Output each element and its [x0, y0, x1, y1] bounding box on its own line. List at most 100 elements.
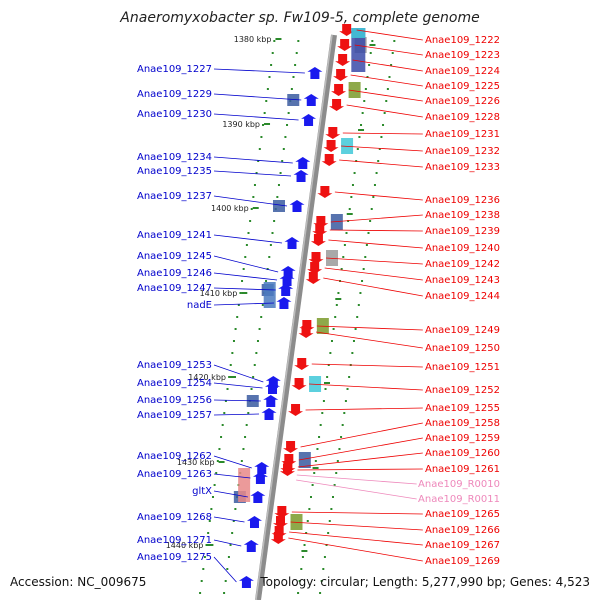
track-dot — [226, 568, 229, 570]
rna-gene-label[interactable]: Anae109_R0011 — [418, 494, 500, 505]
kbp-mark: 1380 kbp — [234, 35, 376, 46]
track-dot — [271, 52, 274, 54]
track-dot — [380, 136, 383, 138]
track-dot — [364, 256, 367, 258]
gene-label-plus[interactable]: Anae109_1250 — [425, 343, 500, 354]
track-dot — [370, 208, 373, 210]
kbp-label: 1440 kbp — [166, 541, 204, 550]
gene-label-plus[interactable]: Anae109_1231 — [425, 129, 500, 140]
gene-label-plus[interactable]: Anae109_1226 — [425, 96, 500, 107]
track-dot — [268, 256, 271, 258]
leader-line — [213, 364, 264, 383]
gene-label-plus[interactable]: Anae109_1255 — [425, 403, 500, 414]
track-dot — [361, 280, 364, 282]
gene-label-plus[interactable]: Anae109_1232 — [425, 146, 500, 157]
gene-label-minus[interactable]: Anae109_1275 — [137, 552, 212, 563]
track-dot — [308, 508, 311, 510]
track-dot — [268, 76, 271, 78]
gene-label-plus[interactable]: Anae109_1225 — [425, 81, 500, 92]
track-dot — [356, 316, 359, 318]
gene-label-minus[interactable]: Anae109_1237 — [137, 191, 212, 202]
track-dot — [393, 40, 396, 42]
gene-label-minus[interactable]: Anae109_1230 — [137, 109, 212, 120]
gene-label-plus[interactable]: Anae109_1258 — [425, 418, 500, 429]
track-dot — [319, 592, 322, 594]
track-dot — [270, 64, 273, 66]
gene-label-plus[interactable]: Anae109_1260 — [425, 448, 500, 459]
gene-label-minus[interactable]: Anae109_1256 — [137, 395, 212, 406]
gene-label-minus[interactable]: nadE — [187, 300, 212, 311]
track-dot — [211, 496, 214, 498]
gene-label-minus[interactable]: Anae109_1268 — [137, 512, 212, 523]
gene-label-plus[interactable]: Anae109_1238 — [425, 210, 500, 221]
track-dot — [324, 388, 327, 390]
kbp-label: 1380 kbp — [234, 35, 272, 44]
gene-label-plus[interactable]: Anae109_1223 — [425, 50, 500, 61]
gene-label-minus[interactable]: gltX — [192, 486, 212, 497]
minus-strand-gene-arrow — [284, 237, 300, 249]
gene-label-minus[interactable]: Anae109_1263 — [137, 469, 212, 480]
gene-label-plus[interactable]: Anae109_1222 — [425, 35, 500, 46]
track-dot — [260, 136, 263, 138]
gene-label-minus[interactable]: Anae109_1234 — [137, 152, 212, 163]
gene-label-plus[interactable]: Anae109_1240 — [425, 243, 500, 254]
gene-label-minus[interactable]: Anae109_1262 — [137, 451, 212, 462]
gene-label-minus[interactable]: Anae109_1257 — [137, 410, 212, 421]
gene-label-plus[interactable]: Anae109_1265 — [425, 509, 500, 520]
gene-label-plus[interactable]: Anae109_1244 — [425, 291, 500, 302]
track-dot — [250, 388, 253, 390]
plus-strand-gene-arrow — [294, 358, 310, 370]
track-dot — [345, 232, 348, 234]
track-dot — [199, 592, 202, 594]
gene-label-plus[interactable]: Anae109_1249 — [425, 325, 500, 336]
track-dot — [298, 580, 301, 582]
gene-label-minus[interactable]: Anae109_1246 — [137, 268, 212, 279]
track-dot — [258, 148, 261, 150]
track-dot — [358, 136, 361, 138]
gene-label-plus[interactable]: Anae109_1236 — [425, 195, 500, 206]
gene-label-minus[interactable]: Anae109_1245 — [137, 251, 212, 262]
minus-strand-gene-arrow — [261, 408, 277, 420]
gene-label-plus[interactable]: Anae109_1228 — [425, 112, 500, 123]
gene-label-minus[interactable]: Anae109_1235 — [137, 166, 212, 177]
gene-label-minus[interactable]: Anae109_1254 — [137, 378, 212, 389]
gene-label-minus[interactable]: Anae109_1229 — [137, 89, 212, 100]
gene-label-minus[interactable]: Anae109_1227 — [137, 64, 212, 75]
gene-label-plus[interactable]: Anae109_1266 — [425, 525, 500, 536]
gene-label-plus[interactable]: Anae109_1242 — [425, 259, 500, 270]
track-dot — [388, 76, 391, 78]
gene-label-plus[interactable]: Anae109_1233 — [425, 162, 500, 173]
leader-line — [328, 239, 423, 249]
leader-line — [291, 511, 423, 515]
kbp-label: 1400 kbp — [211, 204, 249, 213]
gene-label-plus[interactable]: Anae109_1251 — [425, 362, 500, 373]
plus-strand-gene-arrow — [312, 224, 328, 236]
track-dot — [265, 100, 268, 102]
track-dot — [350, 196, 353, 198]
gene-feature-box — [238, 468, 251, 502]
track-dot — [276, 196, 279, 198]
track-dot — [232, 520, 235, 522]
track-dot — [200, 580, 203, 582]
gene-label-plus[interactable]: Anae109_1224 — [425, 66, 500, 77]
gene-label-minus[interactable]: Anae109_1271 — [137, 535, 212, 546]
track-dot — [328, 520, 331, 522]
gene-label-plus[interactable]: Anae109_1261 — [425, 464, 500, 475]
track-dot — [232, 340, 235, 342]
gene-label-plus[interactable]: Anae109_1252 — [425, 385, 500, 396]
gene-label-plus[interactable]: Anae109_1267 — [425, 540, 500, 551]
minus-strand-gene-arrow — [279, 274, 295, 286]
track-dot — [245, 244, 248, 246]
track-dot — [363, 100, 366, 102]
rna-gene-label[interactable]: Anae109_R0010 — [418, 479, 500, 490]
minus-strand-gene-arrow — [238, 576, 254, 588]
track-dot — [244, 256, 247, 258]
gene-label-plus[interactable]: Anae109_1259 — [425, 433, 500, 444]
gene-label-plus[interactable]: Anae109_1239 — [425, 226, 500, 237]
gene-label-minus[interactable]: Anae109_1253 — [137, 360, 212, 371]
track-dot — [295, 52, 298, 54]
gene-label-plus[interactable]: Anae109_1269 — [425, 556, 500, 567]
gene-label-minus[interactable]: Anae109_1241 — [137, 230, 212, 241]
gene-label-plus[interactable]: Anae109_1243 — [425, 275, 500, 286]
gene-label-minus[interactable]: Anae109_1247 — [137, 283, 212, 294]
